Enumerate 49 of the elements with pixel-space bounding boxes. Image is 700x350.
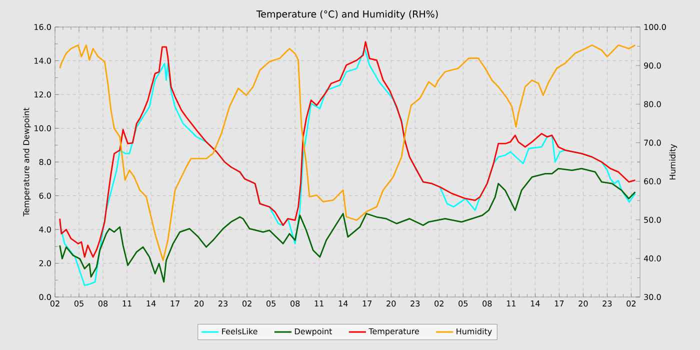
x-tick-label: 20 xyxy=(578,300,588,307)
y2-tick-label: 40.0 xyxy=(644,255,661,262)
x-tick-label: 02 xyxy=(626,300,636,307)
legend-label: FeelsLike xyxy=(222,328,258,334)
y2-tick-label: 100.0 xyxy=(644,24,666,30)
y-tick-label: 6.0 xyxy=(39,192,51,199)
x-tick-label: 11 xyxy=(122,300,132,306)
y-tick-label: 4.0 xyxy=(39,226,51,233)
x-tick-label: 08 xyxy=(482,300,492,307)
x-tick-label: 14 xyxy=(530,300,540,306)
x-tick-label: 05 xyxy=(266,300,276,307)
x-tick-label: 23 xyxy=(602,300,612,307)
y-tick-label: 0.0 xyxy=(39,294,51,300)
legend-label: Dewpoint xyxy=(294,328,332,336)
x-tick-label: 14 xyxy=(338,300,348,306)
y-tick-label: 12.0 xyxy=(34,91,51,98)
x-tick-label: 20 xyxy=(194,300,204,307)
x-tick-label: 08 xyxy=(98,300,108,307)
y-tick-label: 2.0 xyxy=(39,260,51,266)
y-tick-label: 14.0 xyxy=(34,58,51,64)
y2-tick-label: 90.0 xyxy=(644,62,661,69)
y2-tick-label: 80.0 xyxy=(644,101,661,108)
y-axis-title: Temperature and Dewpoint xyxy=(23,108,31,216)
x-tick-label: 02 xyxy=(434,300,444,307)
y2-tick-label: 70.0 xyxy=(644,140,661,146)
x-tick-label: 23 xyxy=(218,300,228,307)
y2-tick-label: 60.0 xyxy=(644,178,661,184)
y2-tick-label: 50.0 xyxy=(644,216,661,223)
x-tick-label: 14 xyxy=(146,300,156,306)
legend-label: Humidity xyxy=(456,328,492,336)
y-tick-label: 16.0 xyxy=(34,24,51,30)
x-tick-label: 11 xyxy=(506,300,516,306)
x-tick-label: 05 xyxy=(74,300,84,307)
x-tick-label: 17 xyxy=(170,300,180,306)
y2-axis-title: Humidity xyxy=(669,144,678,180)
y2-tick-label: 30.0 xyxy=(644,294,661,300)
y-tick-label: 10.0 xyxy=(34,125,51,132)
x-tick-label: 23 xyxy=(410,300,420,307)
x-tick-label: 02 xyxy=(242,300,252,307)
x-tick-label: 17 xyxy=(554,300,564,306)
chart-title: Temperature (°C) and Humidity (RH%) xyxy=(256,10,438,20)
x-tick-label: 05 xyxy=(458,300,468,307)
x-tick-label: 17 xyxy=(362,300,372,306)
x-tick-label: 08 xyxy=(290,300,300,307)
y-tick-label: 8.0 xyxy=(39,158,51,166)
legend-label: Temperature xyxy=(368,328,419,336)
x-tick-label: 11 xyxy=(314,300,324,306)
x-tick-label: 02 xyxy=(50,300,60,307)
x-tick-label: 20 xyxy=(386,300,396,307)
